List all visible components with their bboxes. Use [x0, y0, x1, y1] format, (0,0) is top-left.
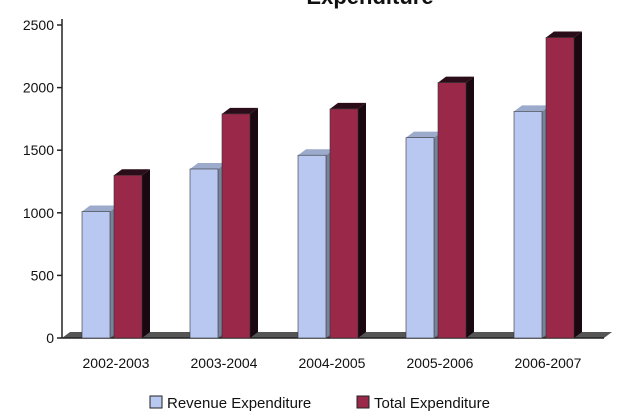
legend: Revenue Expenditure Total Expenditure [149, 395, 490, 412]
bar-top [330, 102, 366, 109]
y-tick-label: 0 [46, 330, 54, 346]
bar-top [546, 31, 582, 38]
legend-label-revenue: Revenue Expenditure [167, 395, 311, 412]
bar-revenue-2005-2006 [405, 131, 442, 339]
bar-top [114, 169, 150, 176]
bar-front [513, 111, 543, 339]
x-tick-label: 2005-2006 [407, 355, 474, 371]
legend-label-total: Total Expenditure [374, 395, 490, 412]
bar-front [113, 174, 143, 339]
bar-side [142, 169, 150, 338]
x-tick-label: 2004-2005 [299, 355, 366, 371]
bar-front [329, 108, 359, 339]
bar-front [189, 168, 219, 339]
y-tick-label: 1500 [23, 142, 54, 158]
y-axis: 0 500 1000 1500 2000 2500 [23, 17, 63, 346]
bar-total-2006-2007 [545, 31, 582, 339]
bar-side [466, 76, 474, 338]
chart-title: Expenditure [306, 0, 433, 9]
bar-side [250, 107, 258, 338]
bar-top [298, 149, 334, 156]
bar-top [82, 205, 118, 212]
bar-top [190, 162, 226, 169]
y-tick-label: 500 [31, 267, 55, 283]
bar-revenue-2003-2004 [189, 162, 226, 339]
bar-front [545, 37, 575, 339]
bar-revenue-2002-2003 [81, 205, 118, 339]
legend-swatch-revenue [149, 395, 163, 409]
bar-top [514, 105, 550, 112]
bar-front [297, 154, 327, 339]
bar-side [358, 102, 366, 338]
bar-total-2003-2004 [221, 107, 258, 339]
bar-total-2004-2005 [329, 102, 366, 339]
x-axis-labels: 2002-2003 2003-2004 2004-2005 2005-2006 2006… [83, 355, 582, 371]
bar-front [437, 82, 467, 339]
bar-revenue-2004-2005 [297, 149, 334, 339]
y-tick-label: 2000 [23, 80, 54, 96]
x-tick-label: 2003-2004 [191, 355, 258, 371]
bar-front [405, 137, 435, 339]
bar-top [438, 76, 474, 83]
bar-front [81, 211, 111, 339]
bar-total-2002-2003 [113, 169, 150, 339]
bars-group [81, 31, 582, 339]
bar-top [222, 107, 258, 114]
bar-total-2005-2006 [437, 76, 474, 339]
x-tick-label: 2002-2003 [83, 355, 150, 371]
bar-top [406, 131, 442, 138]
bar-front [221, 113, 251, 339]
bar-revenue-2006-2007 [513, 105, 550, 339]
x-tick-label: 2006-2007 [515, 355, 582, 371]
y-tick-label: 1000 [23, 205, 54, 221]
legend-swatch-total [356, 395, 370, 409]
bar-side [574, 31, 582, 339]
y-tick-label: 2500 [23, 17, 54, 33]
